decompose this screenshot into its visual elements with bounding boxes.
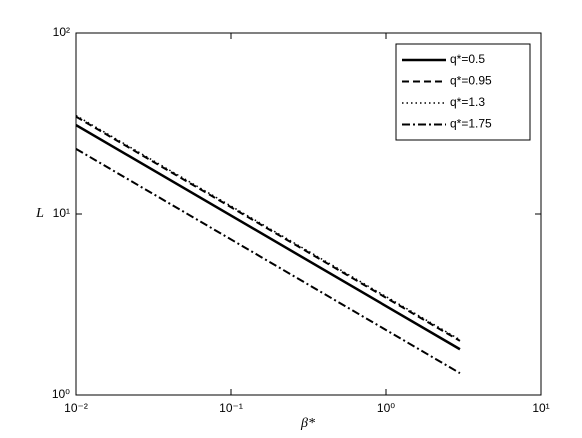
series-line xyxy=(75,148,461,375)
x-tick-label: 10⁻² xyxy=(64,401,88,415)
series-line xyxy=(75,123,461,351)
x-axis-label: β* xyxy=(300,416,315,431)
y-tick-label: 10¹ xyxy=(53,206,70,220)
legend-label: q*=0.95 xyxy=(450,74,492,88)
y-tick-label: 10⁰ xyxy=(52,387,70,401)
y-axis-label: L xyxy=(35,206,44,221)
legend-label: q*=1.75 xyxy=(450,117,492,131)
x-tick-label: 10⁻¹ xyxy=(219,401,243,415)
x-tick-label: 10¹ xyxy=(532,401,549,415)
legend-label: q*=1.3 xyxy=(450,95,485,109)
y-tick-label: 10² xyxy=(53,25,70,39)
series-line xyxy=(75,115,461,342)
legend-label: q*=0.5 xyxy=(450,52,485,66)
x-tick-label: 10⁰ xyxy=(377,401,395,415)
